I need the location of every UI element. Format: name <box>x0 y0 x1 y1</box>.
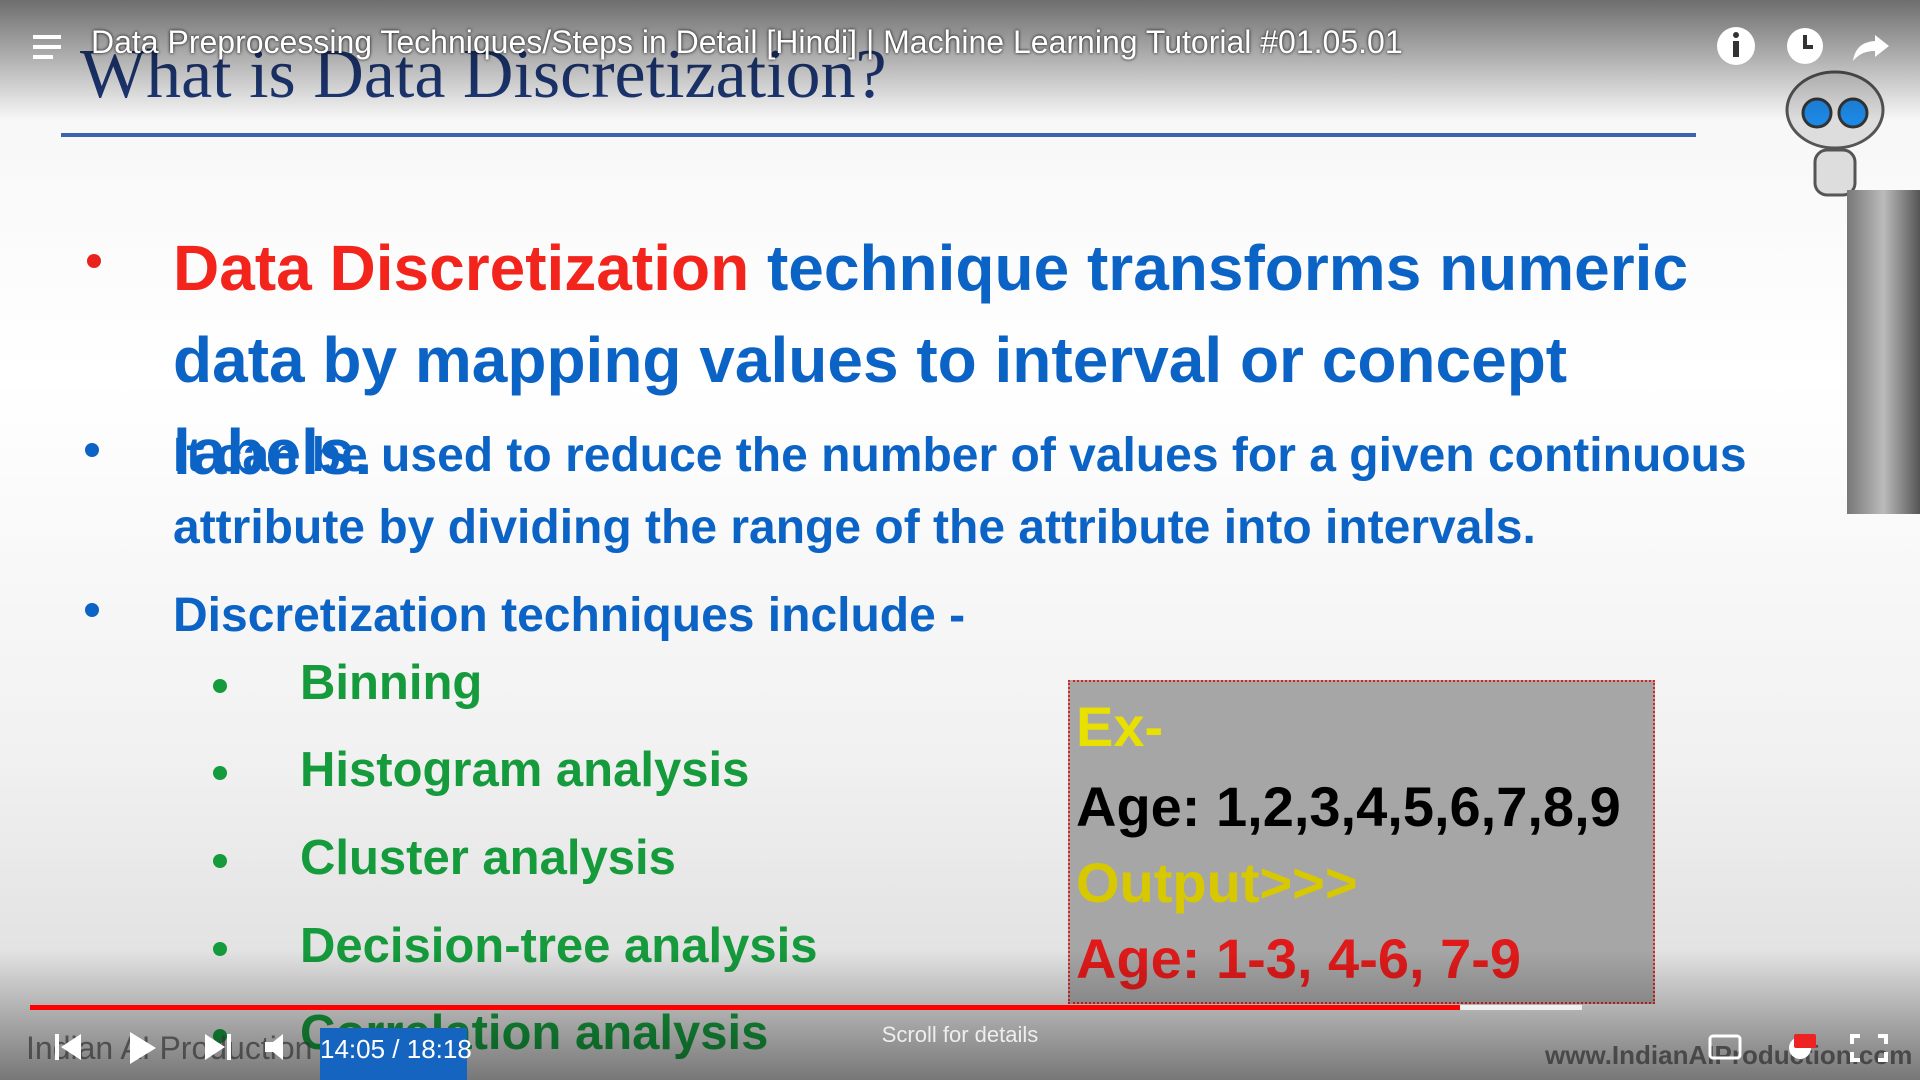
bullet-dot <box>85 443 99 457</box>
playback-controls[interactable] <box>55 1030 295 1066</box>
progress-played <box>30 1005 1460 1010</box>
top-shade <box>0 0 1920 120</box>
highlight: Data Discretization <box>173 232 750 304</box>
progress-buffered <box>1460 1005 1582 1010</box>
bullet-text: technique transforms numeric data by map… <box>173 232 1689 488</box>
time-highlight <box>320 1028 467 1080</box>
technique: Binning <box>300 656 483 710</box>
technique: Cluster analysis <box>300 831 676 885</box>
example-label: Ex- <box>1076 695 1164 758</box>
heading-rule <box>61 133 1696 137</box>
time-display: 14:05 / 18:18 <box>320 1034 472 1064</box>
technique-dot <box>213 854 227 868</box>
technique-dot <box>213 1029 227 1043</box>
scroll-hint[interactable]: Scroll for details <box>881 1022 1039 1047</box>
technique: Histogram analysis <box>300 743 750 797</box>
bullet-text: Discretization techniques include - <box>173 589 966 642</box>
top-actions[interactable] <box>1715 25 1895 67</box>
video-title[interactable]: Data Preprocessing Techniques/Steps in D… <box>91 24 1403 60</box>
playlist-icon[interactable] <box>33 33 69 63</box>
webcam-thumbnail <box>1847 190 1920 514</box>
example-output: Age: 1-3, 4-6, 7-9 <box>1076 926 1521 991</box>
bullet: Data Discretization technique transforms… <box>173 222 1773 498</box>
bullet-dot <box>87 254 101 268</box>
bullet-text: It can be used to reduce the number of v… <box>173 429 1747 554</box>
technique: Decision-tree analysis <box>300 919 818 973</box>
technique-dot <box>213 766 227 780</box>
technique-dot <box>213 679 227 693</box>
bullet-dot <box>85 603 99 617</box>
right-controls[interactable] <box>1700 1030 1900 1066</box>
technique-dot <box>213 942 227 956</box>
example-input: Age: 1,2,3,4,5,6,7,8,9 <box>1076 775 1621 838</box>
example-box: Ex- Age: 1,2,3,4,5,6,7,8,9 Output>>> Age… <box>1068 680 1655 1004</box>
example-output-label: Output>>> <box>1076 851 1358 914</box>
